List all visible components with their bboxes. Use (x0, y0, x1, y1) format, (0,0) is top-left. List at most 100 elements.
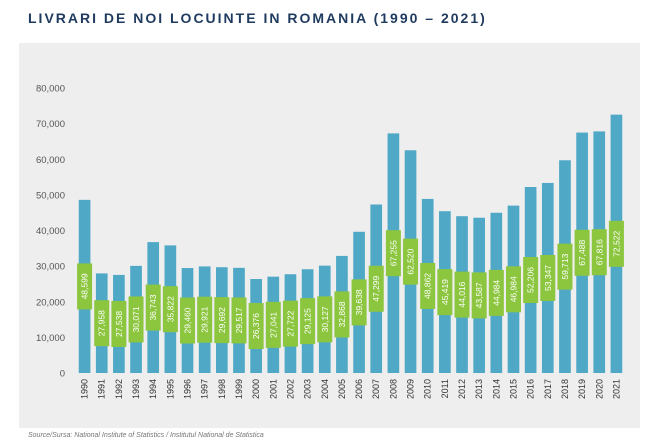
data-label: 27,958 (97, 310, 107, 336)
data-label-box (94, 300, 110, 347)
y-tick-label: 20,000 (36, 297, 65, 308)
data-label-box (351, 279, 367, 326)
data-label-box (488, 269, 504, 316)
data-label: 48,599 (80, 273, 90, 299)
x-tick-label: 1994 (148, 379, 158, 399)
x-tick-label: 2007 (371, 379, 381, 399)
data-label-box (540, 254, 556, 301)
data-label: 29,692 (217, 307, 227, 333)
data-label: 30,127 (320, 306, 330, 332)
x-tick-label: 2005 (337, 379, 347, 399)
y-tick-label: 80,000 (36, 84, 65, 95)
x-tick-label: 2004 (320, 379, 330, 399)
data-label: 44,984 (491, 280, 501, 306)
data-label-box (180, 297, 196, 344)
x-tick-label: 1995 (165, 379, 175, 399)
x-tick-label: 2012 (457, 379, 467, 399)
source-note: Source/Sursa: National Institute of Stat… (28, 432, 264, 439)
y-tick-label: 70,000 (36, 119, 65, 130)
data-label: 36,743 (148, 294, 158, 320)
x-tick-label: 2016 (526, 379, 536, 399)
data-label-box (145, 284, 161, 331)
x-tick-label: 2008 (388, 379, 398, 399)
data-label: 30,071 (131, 306, 141, 332)
data-label: 29,517 (234, 307, 244, 333)
data-label-box (77, 263, 93, 310)
data-label-box (300, 298, 316, 345)
data-label-box (505, 266, 521, 313)
data-label: 67,816 (594, 239, 604, 265)
data-label-box (197, 296, 213, 343)
y-tick-label: 10,000 (36, 333, 65, 344)
data-label: 67,488 (577, 240, 587, 266)
data-label: 62,520 (406, 248, 416, 274)
data-label: 29,125 (303, 308, 313, 334)
data-label-box (420, 262, 436, 309)
data-label-box (334, 291, 350, 338)
x-tick-label: 2002 (285, 379, 295, 399)
data-label-box (574, 229, 590, 276)
x-tick-label: 1992 (114, 379, 124, 399)
data-label-box (437, 269, 453, 316)
x-tick-label: 2014 (491, 379, 501, 399)
data-label-box (608, 220, 624, 267)
y-tick-label: 60,000 (36, 155, 65, 166)
data-label-box (454, 271, 470, 318)
data-label-box (368, 265, 384, 312)
data-label: 26,376 (251, 313, 261, 339)
x-tick-label: 2020 (594, 379, 604, 399)
data-label: 47,299 (371, 275, 381, 301)
data-label-box (403, 238, 419, 285)
data-label-box (111, 300, 127, 347)
x-tick-label: 2021 (611, 379, 621, 399)
x-tick-label: 2000 (251, 379, 261, 399)
x-tick-label: 2018 (560, 379, 570, 399)
x-tick-label: 1993 (131, 379, 141, 399)
x-tick-label: 2003 (303, 379, 313, 399)
data-label: 29,921 (200, 306, 210, 332)
x-tick-label: 2006 (354, 379, 364, 399)
bar-chart: 0 10,000 20,000 30,000 40,000 50,000 60,000 70,… (36, 84, 624, 399)
data-label: 67,255 (388, 240, 398, 266)
data-label: 44,016 (457, 281, 467, 307)
chart-panel: 0 10,000 20,000 30,000 40,000 50,000 60,000 70,… (19, 43, 640, 428)
data-label-box (385, 230, 401, 277)
chart-title: LIVRARI DE NOI LOCUINTE IN ROMANIA (1990… (28, 10, 487, 26)
x-tick-label: 2019 (577, 379, 587, 399)
x-tick-label: 1999 (234, 379, 244, 399)
data-label: 27,722 (285, 310, 295, 336)
data-label: 35,822 (165, 296, 175, 322)
x-tick-label: 1990 (80, 379, 90, 399)
y-tick-label: 50,000 (36, 190, 65, 201)
y-tick-label: 40,000 (36, 226, 65, 237)
x-tick-label: 1996 (183, 379, 193, 399)
data-label: 27,538 (114, 311, 124, 337)
data-label: 52,206 (526, 267, 536, 293)
data-label-box (282, 300, 298, 347)
data-label: 45,419 (440, 279, 450, 305)
x-tick-label: 2013 (474, 379, 484, 399)
data-label: 59,713 (560, 253, 570, 279)
data-label: 27,041 (268, 312, 278, 338)
data-label: 46,984 (508, 276, 518, 302)
data-label-box (128, 296, 144, 343)
data-label-box (162, 286, 178, 333)
data-label: 29,460 (183, 307, 193, 333)
data-label-box (317, 296, 333, 343)
data-label-box (471, 272, 487, 319)
x-tick-label: 1991 (97, 379, 107, 399)
data-label-box (248, 303, 264, 350)
x-tick-label: 2001 (268, 379, 278, 399)
y-tick-label: 30,000 (36, 262, 65, 273)
x-tick-label: 2011 (440, 379, 450, 398)
data-label-box (231, 297, 247, 344)
data-label-box (265, 301, 281, 348)
x-tick-label: 1997 (200, 379, 210, 399)
data-label-box (214, 297, 230, 344)
x-tick-label: 1998 (217, 379, 227, 399)
x-tick-label: 2010 (423, 379, 433, 399)
data-label: 32,868 (337, 301, 347, 327)
data-label: 43,587 (474, 282, 484, 308)
x-tick-label: 2009 (406, 379, 416, 399)
data-label: 39,638 (354, 289, 364, 315)
